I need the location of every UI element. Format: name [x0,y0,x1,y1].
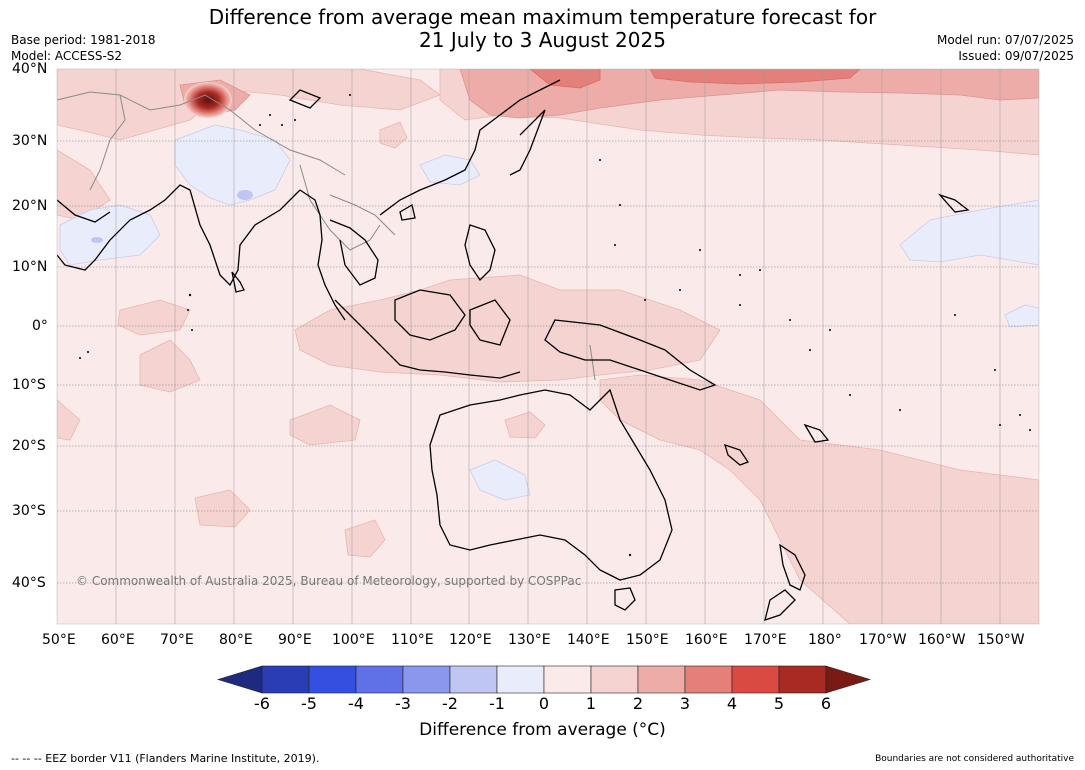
colorbar-tick-label: 0 [538,694,550,713]
map-title: Difference from average mean maximum tem… [0,6,1085,52]
colorbar-tick-label: -2 [442,694,458,713]
lat-label: 20°N [12,198,48,214]
lon-label: 70°E [160,632,194,648]
coastlines [57,79,970,621]
lon-label: 170°E [744,632,787,648]
colorbar-segment [261,665,310,694]
copyright-notice: © Commonwealth of Australia 2025, Bureau… [76,574,582,588]
colorbar-tick-label: 2 [632,694,644,713]
warm-anomaly-3 [529,69,861,89]
boundaries-disclaimer: Boundaries are not considered authoritat… [875,754,1074,764]
lon-label: 50°E [42,632,76,648]
colorbar-tick-label: -3 [395,694,411,713]
colorbar-tick-label: 3 [679,694,691,713]
lat-label: 30°N [12,133,48,149]
colorbar-segment [449,665,498,694]
lon-label: 80°E [219,632,253,648]
lon-label: 150°E [626,632,669,648]
title-line-2: 21 July to 3 August 2025 [419,28,666,52]
lon-label: 90°E [278,632,312,648]
lon-label: 130°E [508,632,551,648]
lon-label: 180° [808,632,842,648]
issued-date: Issued: 09/07/2025 [958,49,1074,63]
base-period: Base period: 1981-2018 [11,33,156,47]
colorbar-segment [778,665,827,694]
lon-label: 110°E [391,632,434,648]
lat-label: 10°N [12,259,48,275]
colorbar-tick-label: -1 [489,694,505,713]
colorbar-tick-label: 4 [726,694,738,713]
colorbar-segment [731,665,780,694]
colorbar-tick-label: -6 [254,694,270,713]
colorbar-segment [496,665,545,694]
colorbar-segment [684,665,733,694]
map-field [57,69,1039,624]
colorbar-tick-label: 6 [820,694,832,713]
title-line-1: Difference from average mean maximum tem… [208,5,877,29]
colorbar-segment [402,665,451,694]
country-borders [57,91,596,381]
model-run: Model run: 07/07/2025 [936,33,1074,47]
colorbar-tick-label: -5 [301,694,317,713]
hotspot [184,82,232,118]
colorbar-tick-label: -4 [348,694,364,713]
meta-left: Base period: 1981-2018 Model: ACCESS-S2 [11,32,156,64]
lon-label: 170°W [859,632,907,648]
colorbar-segment [590,665,639,694]
lon-label: 120°E [449,632,492,648]
colorbar-segment [308,665,357,694]
lat-label: 30°S [12,503,46,519]
colorbar-tick-label: 5 [773,694,785,713]
lon-label: 60°E [101,632,135,648]
colorbar-extension-low [216,665,263,694]
cool-anomaly [59,124,1039,501]
lat-label: 20°S [12,438,46,454]
colorbar-segment [637,665,686,694]
lon-label: 150°W [977,632,1025,648]
eez-border-legend: -- -- -- EEZ border V11 (Flanders Marine… [11,752,320,765]
cool-anomaly-2 [91,190,253,243]
model-name: Model: ACCESS-S2 [11,49,123,63]
lat-label: 40°S [12,575,46,591]
colorbar-label: Difference from average (°C) [419,720,666,740]
lon-label: 140°E [567,632,610,648]
colorbar [216,665,872,694]
colorbar-tick-label: 1 [585,694,597,713]
meta-right: Model run: 07/07/2025 Issued: 09/07/2025 [937,32,1074,64]
colorbar-extension-high [825,665,872,694]
colorbar-segment [543,665,592,694]
lon-label: 160°E [685,632,728,648]
map-frame [56,68,1040,625]
lat-label: 40°N [12,61,48,77]
lon-label: 100°E [332,632,375,648]
lon-label: 160°W [918,632,966,648]
islands [79,94,1031,557]
lat-label: 0° [32,318,48,334]
lat-label: 10°S [12,377,46,393]
warm-anomaly-1 [57,69,1039,624]
colorbar-segment [355,665,404,694]
